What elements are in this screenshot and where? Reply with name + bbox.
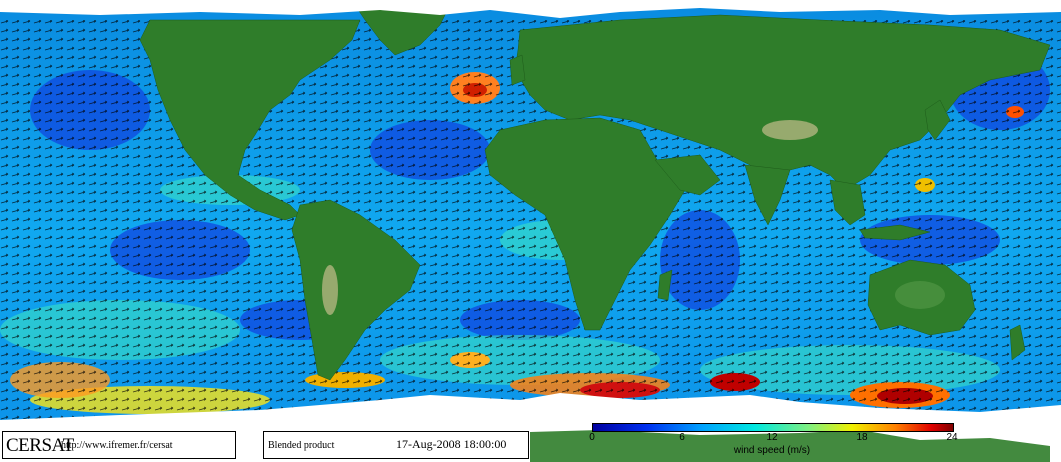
colorbar-tick: 24	[946, 432, 958, 443]
colorbar-label: wind speed (m/s)	[733, 445, 811, 456]
colorbar-tick: 0	[589, 432, 595, 443]
source-box: CERSAT http://www.ifremer.fr/cersat	[2, 431, 236, 459]
antarctic-land	[530, 430, 1050, 462]
product-name: Blended product	[268, 440, 335, 451]
deserts	[322, 120, 945, 315]
colorbar-tick: 6	[679, 432, 685, 443]
colorbar-tick: 12	[766, 432, 778, 443]
colorbar	[592, 423, 954, 432]
color-legend: 0 6 12 18 24 wind speed (m/s)	[589, 423, 958, 456]
arctic-ice	[0, 0, 1061, 18]
product-box: Blended product 17-Aug-2008 18:00:00	[263, 431, 529, 459]
source-url[interactable]: http://www.ifremer.fr/cersat	[61, 440, 173, 451]
cersat-logo: CERSAT	[6, 435, 74, 456]
colorbar-tick: 18	[856, 432, 868, 443]
land	[139, 4, 1051, 381]
product-datetime: 17-Aug-2008 18:00:00	[396, 437, 507, 451]
